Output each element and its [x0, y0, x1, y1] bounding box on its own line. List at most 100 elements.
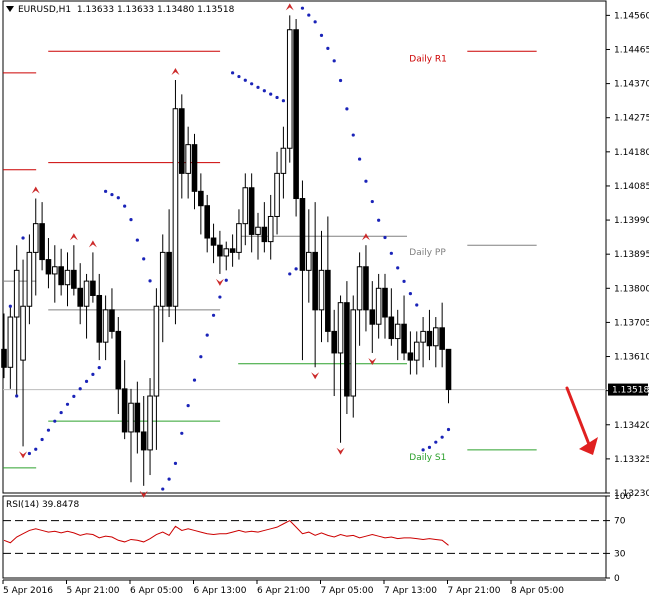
fractal-up-marker: [31, 186, 40, 194]
sar-dot: [97, 366, 101, 370]
candle-body: [83, 280, 90, 307]
candle-body: [159, 251, 166, 307]
sar-dot: [46, 428, 51, 432]
sar-dot: [300, 6, 305, 10]
candle-body: [32, 223, 39, 253]
candle-body: [90, 280, 96, 296]
sar-dot: [129, 218, 133, 222]
sar-dot: [199, 355, 203, 359]
sar-dot: [186, 404, 190, 408]
sar-dot: [192, 378, 197, 382]
candle-body: [166, 251, 172, 307]
sar-dot: [142, 257, 146, 261]
time-tick-label: 5 Apr 21:00: [67, 586, 120, 596]
candle-body: [350, 309, 357, 397]
main-plot-frame: [2, 0, 607, 494]
candle-body: [179, 108, 185, 174]
sar-dot: [91, 372, 95, 376]
candle-body: [261, 226, 268, 243]
sar-dot: [389, 251, 393, 255]
candle-body: [337, 302, 344, 354]
sar-dot: [104, 189, 108, 193]
sar-dot: [27, 451, 31, 456]
candle-body: [445, 348, 452, 391]
sar-dot: [135, 238, 139, 242]
candle-body: [325, 269, 331, 332]
sar-dot: [319, 33, 324, 37]
candle-body: [20, 305, 26, 361]
time-tick-label: 8 Apr 05:00: [511, 586, 564, 596]
sar-dot: [408, 292, 412, 296]
sar-dot: [338, 78, 343, 83]
candle-body: [39, 223, 45, 261]
candle-body: [172, 108, 179, 307]
fractal-down-marker: [368, 357, 377, 365]
sar-dot: [243, 78, 247, 82]
sar-dot: [237, 74, 241, 79]
candle-body: [299, 198, 306, 271]
candle-body: [331, 330, 337, 354]
pivot-level-label: Daily R1: [409, 54, 447, 64]
fractal-up-marker: [361, 233, 370, 241]
rsi-tick-label: 30: [614, 549, 626, 559]
sar-dot: [288, 272, 292, 276]
sar-dot: [148, 279, 152, 283]
candle-body: [26, 251, 33, 307]
sar-dot: [313, 20, 317, 24]
candle-body: [407, 352, 414, 361]
sar-dot: [281, 99, 285, 103]
sar-dot: [250, 82, 254, 86]
candle-body: [388, 316, 395, 340]
candle-body: [426, 330, 433, 347]
sar-dot: [421, 448, 425, 452]
sar-dot: [123, 204, 127, 208]
candle-body: [375, 287, 382, 325]
candle-body: [121, 388, 128, 433]
candle-body: [439, 327, 445, 350]
candle-body: [64, 269, 71, 286]
price-tick-label: 1.14560: [614, 11, 649, 21]
price-tick-label: 1.13705: [614, 318, 649, 328]
candle-body: [394, 323, 401, 340]
candle-body: [401, 323, 407, 354]
candle-body: [344, 302, 350, 397]
price-tick-label: 1.13800: [614, 284, 649, 294]
fractal-up-marker: [171, 68, 180, 76]
candle-body: [420, 330, 426, 343]
candle-body: [140, 431, 147, 451]
sar-dot: [34, 447, 38, 451]
fractal-down-marker: [215, 278, 224, 286]
candle-body: [369, 309, 376, 325]
candle-body: [153, 305, 160, 397]
rsi-line: [3, 519, 449, 546]
sar-dot: [231, 71, 235, 75]
time-tick-label: 7 Apr 13:00: [384, 586, 437, 596]
sar-dot: [40, 437, 44, 442]
candle-body: [128, 402, 134, 433]
candle-body: [71, 269, 77, 289]
candle-body: [356, 266, 363, 311]
candle-body: [115, 330, 122, 390]
price-tick-label: 1.13610: [614, 353, 649, 363]
fractal-down-marker: [336, 447, 345, 455]
pivot-level-label: Daily S1: [409, 453, 446, 463]
sar-dot: [345, 107, 349, 111]
fractal-down-marker: [139, 490, 148, 498]
price-tick-label: 1.13895: [614, 250, 649, 260]
candle-body: [185, 144, 191, 174]
price-tick-label: 1.14085: [614, 182, 649, 192]
candle-body: [58, 266, 64, 286]
sar-dot: [59, 410, 63, 415]
sar-dot: [434, 440, 438, 444]
sar-dot: [396, 266, 400, 270]
candle-body: [77, 287, 84, 307]
time-tick-label: 6 Apr 21:00: [257, 586, 310, 596]
candle-body: [204, 205, 210, 239]
sar-dot: [269, 92, 273, 96]
sar-dot: [205, 333, 209, 337]
symbol-timeframe: EURUSD,H1: [18, 5, 72, 15]
candle-body: [413, 341, 420, 361]
sar-dot: [110, 192, 114, 197]
